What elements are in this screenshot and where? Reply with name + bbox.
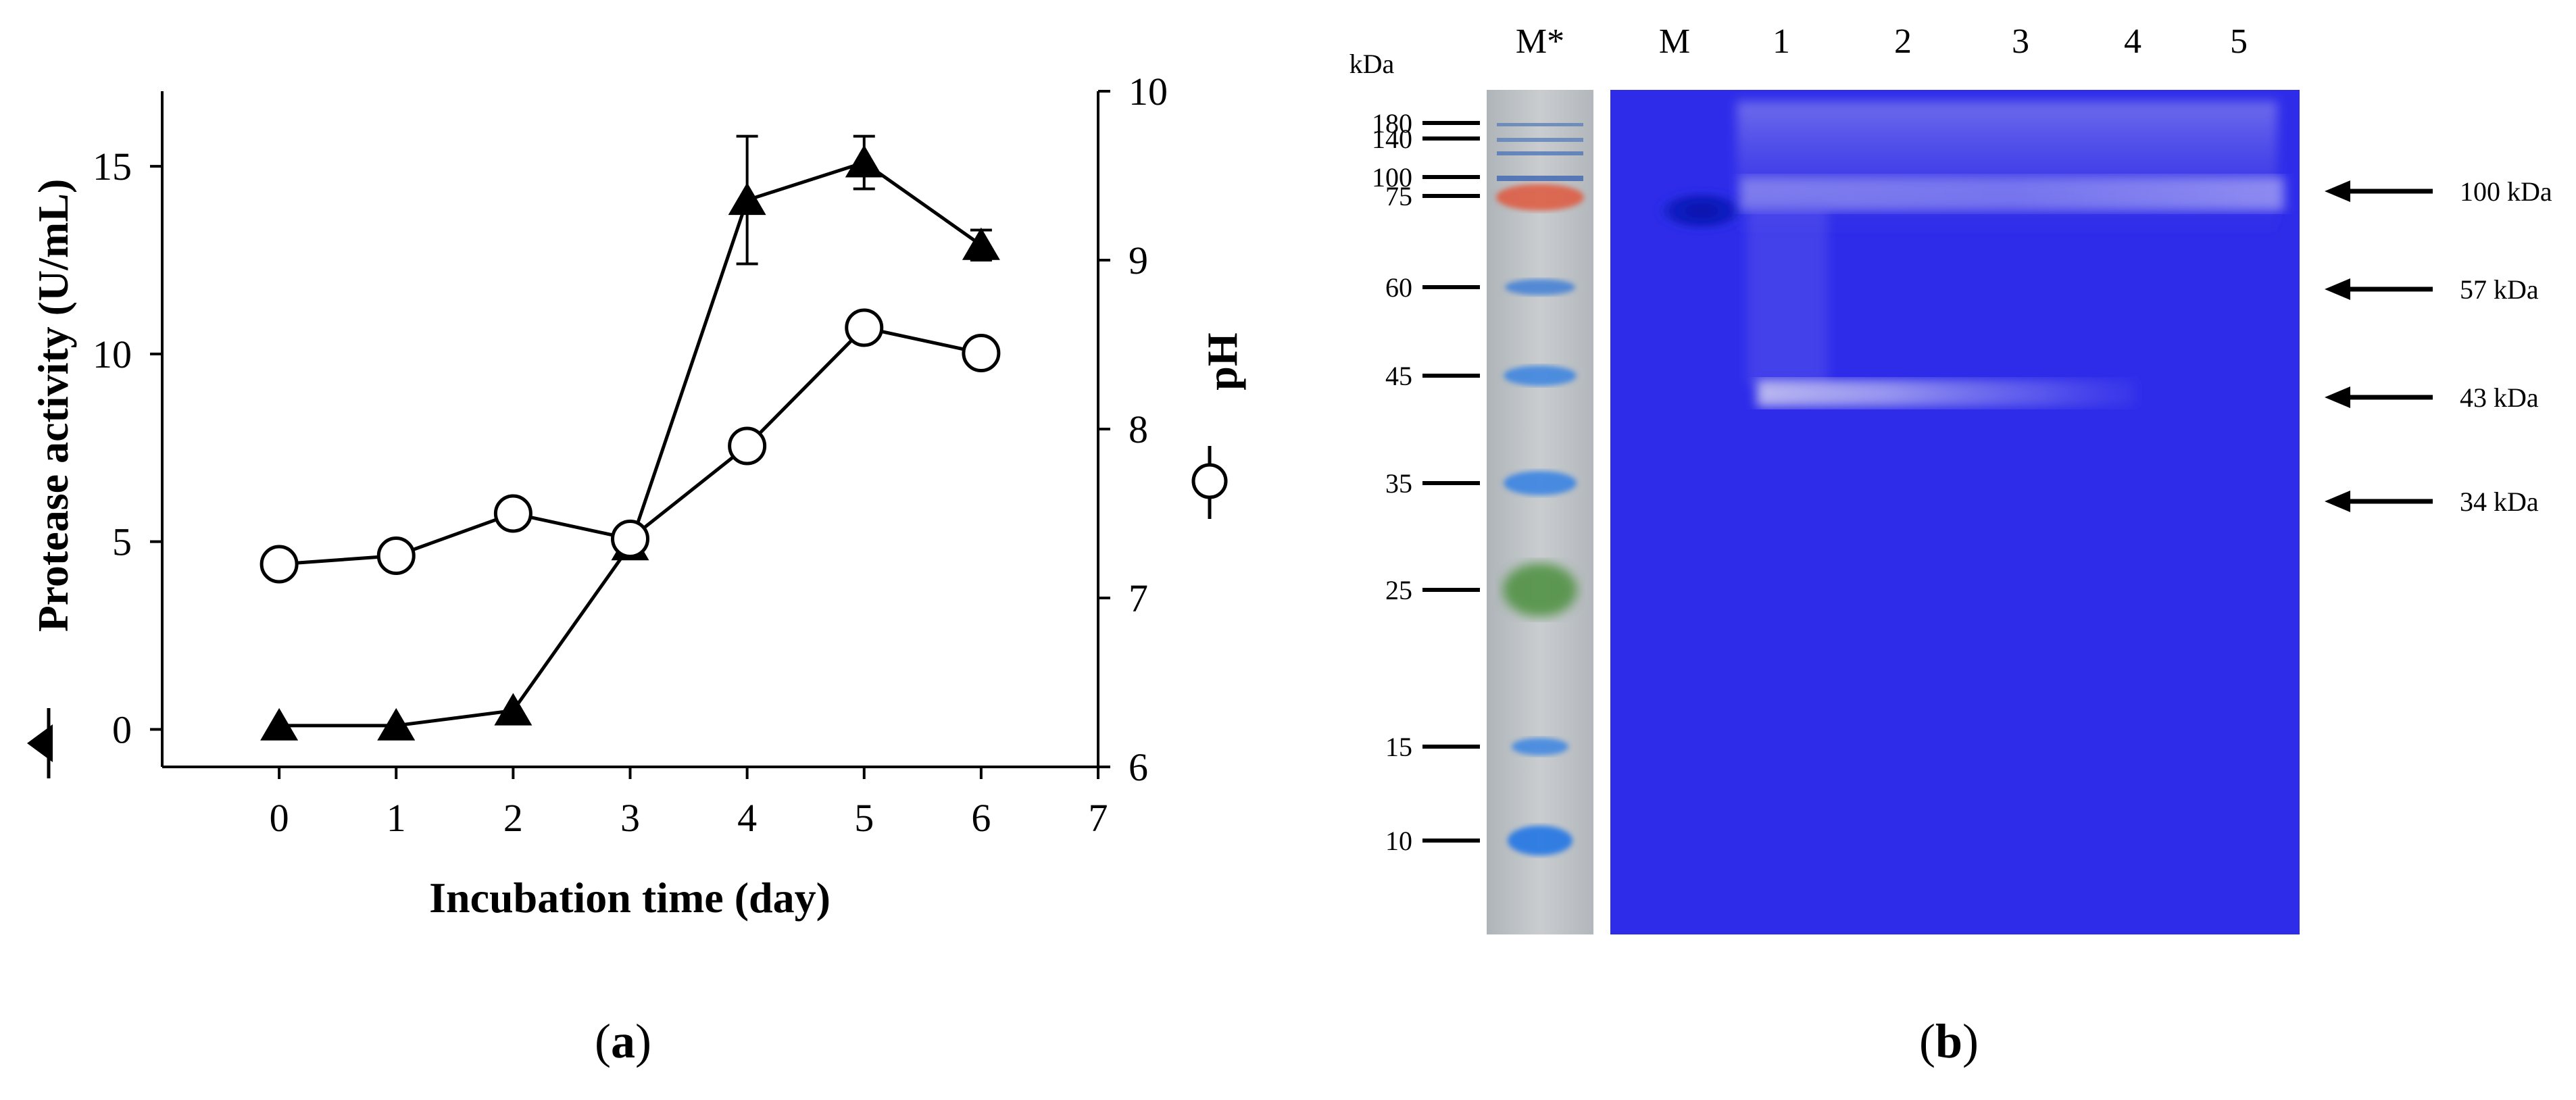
point-triangle (260, 707, 299, 741)
arrow-label: 57 kDa (2460, 274, 2539, 305)
ladder-lane (1487, 90, 1593, 934)
x-ticks: 0 1 2 3 4 5 6 7 (270, 767, 1108, 840)
y-ticks-right: 6 7 8 9 10 (1098, 70, 1168, 789)
marker-size-label: 35 (1385, 468, 1412, 499)
arrow-head (2325, 491, 2350, 512)
y-ticks-left: 0 5 10 15 (93, 145, 162, 751)
point-circle (259, 545, 299, 584)
lane-label: 3 (2012, 22, 2029, 61)
y-tick-label: 5 (112, 520, 132, 564)
point-circle (728, 426, 767, 466)
marker-size-label: 140 (1372, 124, 1412, 154)
x-tick-label: 0 (270, 796, 289, 840)
marker-size-label: 15 (1385, 732, 1412, 762)
y-tick-label: 15 (93, 145, 132, 189)
lane-label: 2 (1894, 22, 1912, 61)
point-triangle (494, 693, 532, 726)
point-triangle (962, 227, 1000, 260)
lane-labels: M* M 1 2 3 4 5 (1516, 22, 2248, 61)
marker-size-label: 60 (1385, 272, 1412, 303)
point-triangle (728, 182, 766, 216)
marker-size-label: 75 (1385, 181, 1412, 211)
x-tick-label: 6 (971, 796, 991, 840)
arrow-head (2325, 386, 2350, 408)
lane-label: 5 (2230, 22, 2248, 61)
arrow-label: 43 kDa (2460, 382, 2539, 413)
x-tick-label: 7 (1089, 796, 1108, 840)
x-tick-label: 4 (737, 796, 757, 840)
lane-m-band (1654, 189, 1749, 232)
lane-label: 1 (1773, 22, 1790, 61)
y2-tick-label: 9 (1129, 239, 1148, 282)
y-axis-left-label-group: Protease activity (U/mL) (29, 179, 77, 632)
x-tick-label: 3 (620, 796, 640, 840)
band-43kda (1757, 380, 2135, 407)
y2-tick-label: 7 (1129, 576, 1148, 620)
lane-label: M* (1516, 22, 1564, 61)
arrow-label: 100 kDa (2460, 176, 2552, 207)
y2-tick-label: 10 (1129, 70, 1168, 114)
marker-size-label: 180 (1372, 108, 1412, 139)
x-axis-label: Incubation time (day) (429, 874, 831, 922)
x-tick-label: 5 (854, 796, 874, 840)
lane-label: 4 (2124, 22, 2141, 61)
ladder-bands (1496, 123, 1584, 855)
arrow-label: 34 kDa (2460, 486, 2539, 517)
arrow-head (2325, 278, 2350, 300)
y-axis-right-label: pH (1198, 332, 1246, 390)
panel-label-b: (b) (1919, 1014, 1979, 1068)
x-tick-label: 1 (387, 796, 406, 840)
point-circle (493, 494, 532, 533)
band-100kda (1740, 177, 2284, 211)
y-tick-label: 10 (93, 332, 132, 376)
y-tick-label: 0 (112, 707, 132, 751)
point-triangle (845, 145, 883, 178)
y-axis-left-label: Protease activity (U/mL) (29, 179, 77, 632)
arrow-head (2325, 180, 2350, 202)
y2-tick-label: 6 (1129, 745, 1148, 789)
marker-size-label: 45 (1385, 361, 1412, 391)
left-axis-legend-marker (27, 708, 53, 778)
marker-size-label: 100 (1372, 162, 1412, 193)
series-line-0 (279, 160, 983, 728)
point-circle (376, 536, 416, 575)
marker-size-label: 10 (1385, 826, 1412, 856)
point-circle (962, 334, 1001, 372)
band-arrows: 100 kDa 57 kDa 43 kDa 34 kDa (2325, 176, 2552, 517)
marker-size-label: 25 (1385, 575, 1412, 605)
right-axis-legend-marker (1191, 446, 1228, 519)
lane-label: M (1659, 22, 1690, 61)
y2-tick-label: 8 (1129, 407, 1148, 451)
y-axis-right-label-group: pH (1198, 332, 1246, 390)
point-triangle (377, 707, 416, 741)
unit-label: kDa (1349, 49, 1395, 79)
point-circle (611, 520, 649, 558)
series-lines (278, 160, 983, 728)
panel-label-a: (a) (595, 1014, 651, 1068)
x-tick-label: 2 (503, 796, 523, 840)
series-markers (259, 145, 1001, 741)
point-circle (845, 308, 884, 347)
